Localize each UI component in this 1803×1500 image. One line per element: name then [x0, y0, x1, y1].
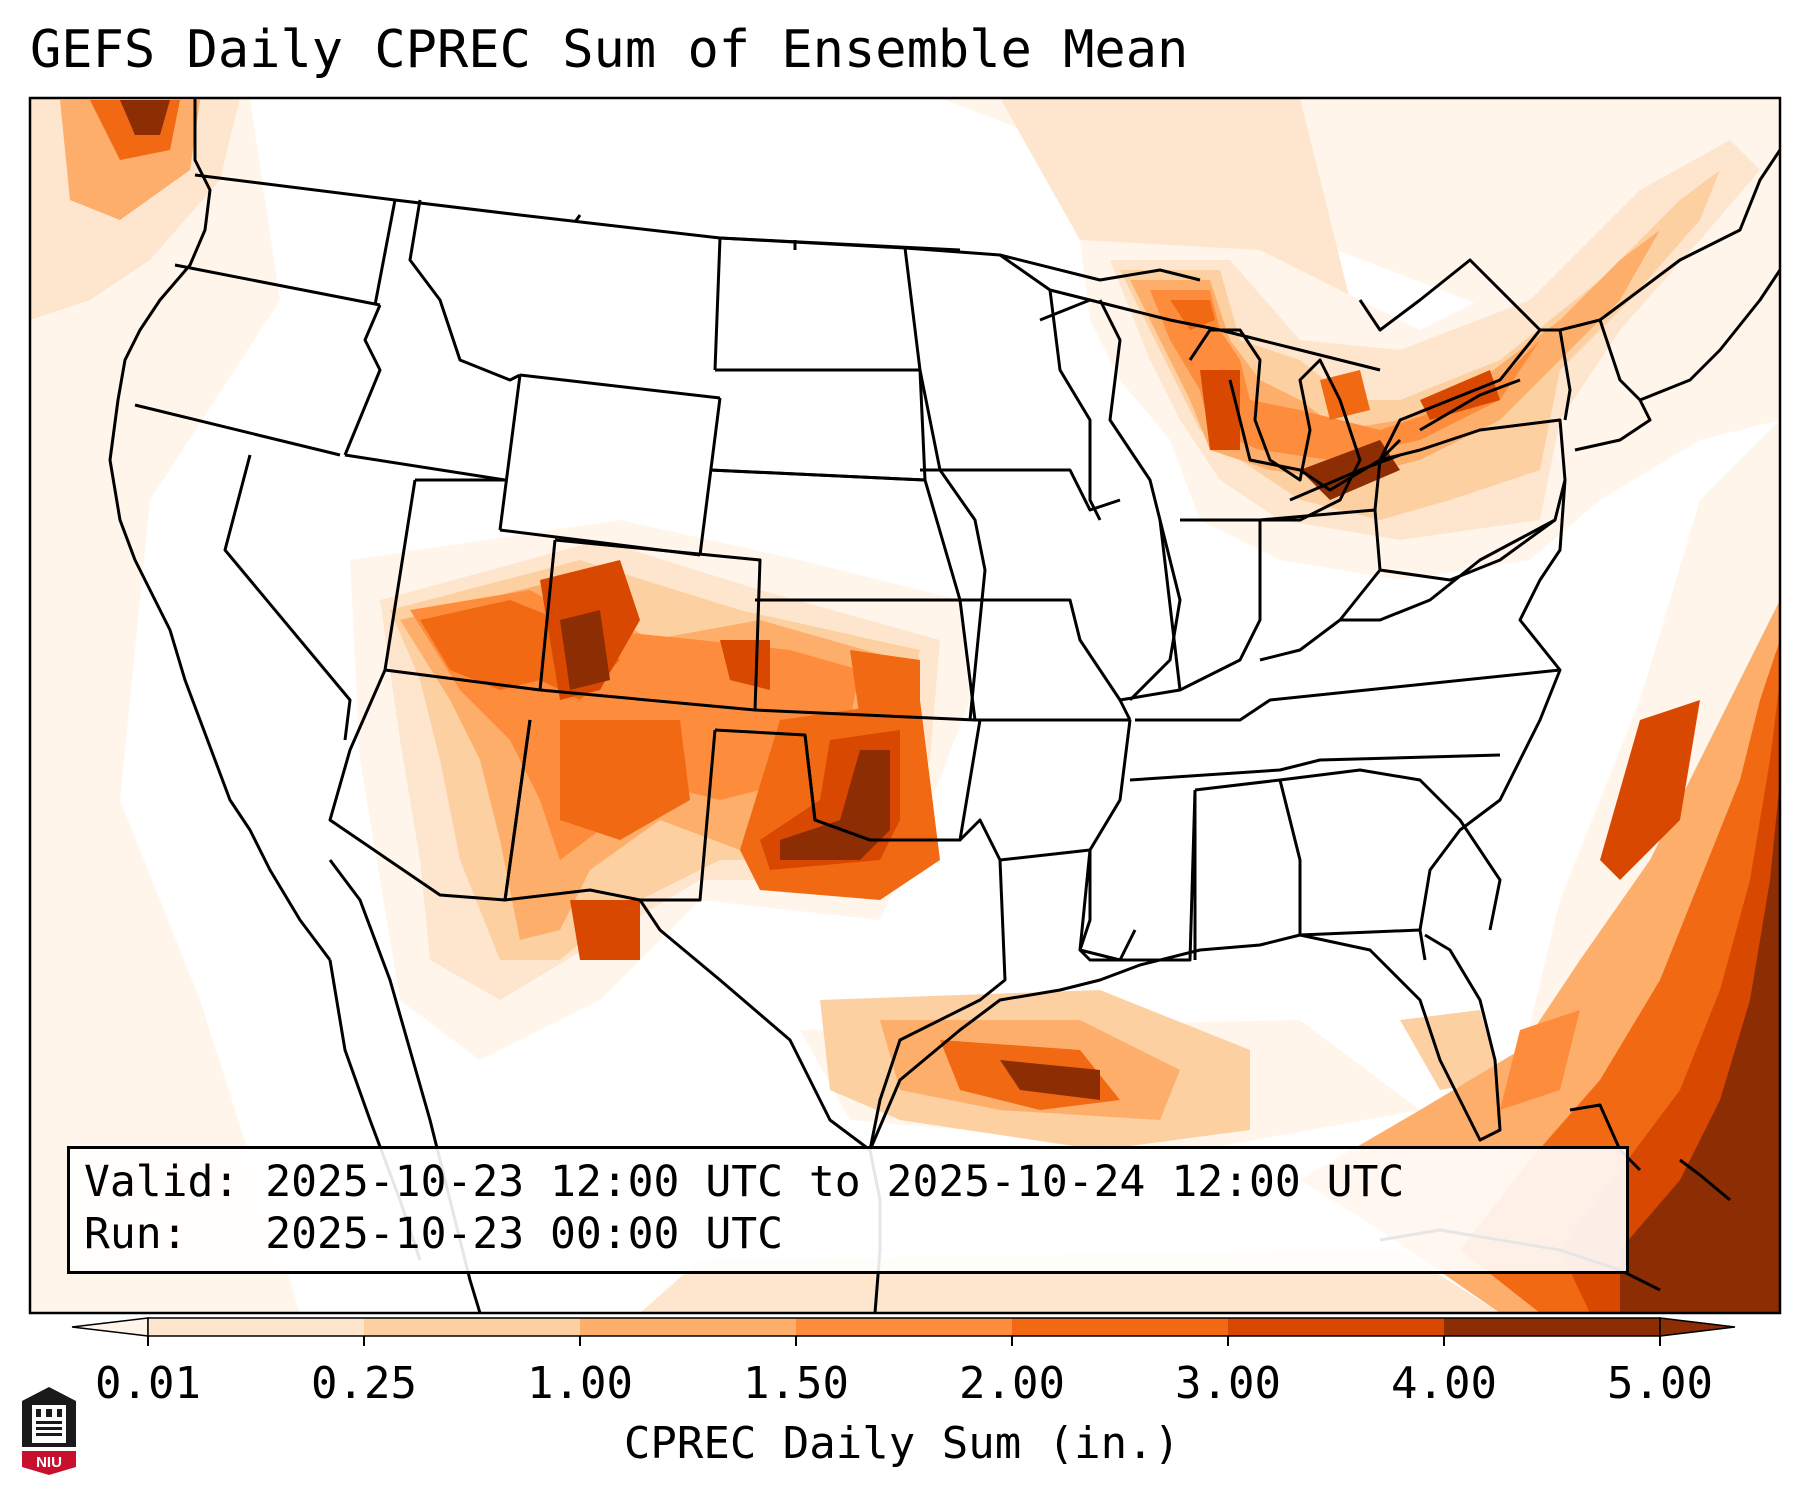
colorbar-outline [147, 1317, 1661, 1337]
colorbar-segment [580, 1318, 797, 1336]
colorbar-label: CPREC Daily Sum (in.) [623, 1418, 1181, 1469]
colorbar-tick-label: 0.25 [311, 1358, 417, 1409]
valid-value: 2025-10-23 12:00 UTC to 2025-10-24 12:00… [265, 1157, 1405, 1207]
colorbar-segment [1444, 1318, 1661, 1336]
colorbar-tick-label: 1.00 [527, 1358, 633, 1409]
colorbar-segment [148, 1318, 365, 1336]
colorbar-segment [1012, 1318, 1229, 1336]
colorbar-tick-label: 4.00 [1391, 1358, 1497, 1409]
colorbar-segment [1228, 1318, 1445, 1336]
state-borders [108, 98, 1780, 1313]
colorbar-tick-label: 1.50 [743, 1358, 849, 1409]
colorbar [71, 1317, 1736, 1346]
run-label: Run: [84, 1209, 188, 1259]
map-title: GEFS Daily CPREC Sum of Ensemble Mean [30, 20, 1189, 80]
colorbar-extend-high [1659, 1317, 1736, 1337]
colorbar-segment [364, 1318, 581, 1336]
run-value: 2025-10-23 00:00 UTC [265, 1209, 783, 1259]
niu-logo: NIU [22, 1387, 76, 1475]
colorbar-extend-low [71, 1317, 149, 1337]
colorbar-segment [796, 1318, 1013, 1336]
precip-field [30, 98, 1780, 1313]
colorbar-tick-label: 0.01 [95, 1358, 201, 1409]
logo-text: NIU [36, 1454, 62, 1471]
valid-run-info-box: Valid: 2025-10-23 12:00 UTC to 2025-10-2… [67, 1146, 1629, 1274]
colorbar-tick-label: 5.00 [1607, 1358, 1713, 1409]
valid-label: Valid: [84, 1157, 240, 1207]
colorbar-tick-label: 3.00 [1175, 1358, 1281, 1409]
valid-time-line: Valid: 2025-10-23 12:00 UTC to 2025-10-2… [84, 1157, 1404, 1207]
run-time-line: Run: 2025-10-23 00:00 UTC [84, 1209, 783, 1259]
colorbar-tick-label: 2.00 [959, 1358, 1065, 1409]
map-frame [28, 96, 1782, 1315]
